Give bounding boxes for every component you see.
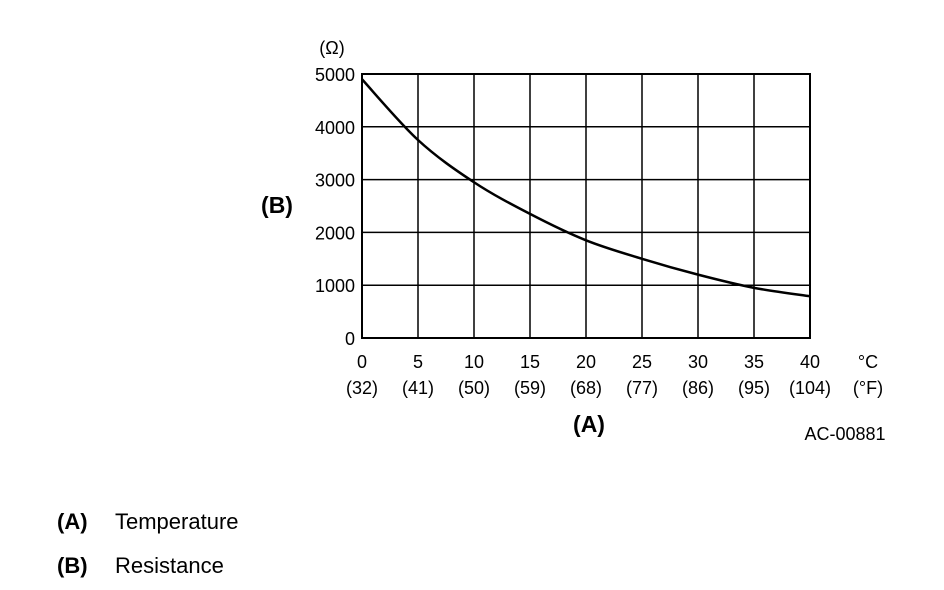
y-tick-label: 0: [345, 329, 355, 349]
legend-label-resistance: Resistance: [115, 553, 224, 578]
x-tick-label-fahrenheit: (68): [570, 378, 602, 398]
x-tick-labels-celsius: 0 5 10 15 20 25 30 35 40: [357, 352, 820, 372]
resistance-curve: [361, 78, 811, 298]
x-tick-label-fahrenheit: (32): [346, 378, 378, 398]
y-axis-label: (B): [261, 192, 293, 218]
legend-label-temperature: Temperature: [115, 509, 239, 534]
x-tick-label-fahrenheit: (50): [458, 378, 490, 398]
x-tick-label-celsius: 20: [576, 352, 596, 372]
x-tick-label-celsius: 25: [632, 352, 652, 372]
x-tick-label-celsius: 40: [800, 352, 820, 372]
x-tick-label-fahrenheit: (104): [789, 378, 831, 398]
y-tick-label: 4000: [315, 118, 355, 138]
y-tick-label: 5000: [315, 65, 355, 85]
figure-code: AC-00881: [804, 424, 885, 444]
x-tick-label-celsius: 0: [357, 352, 367, 372]
x-tick-label-celsius: 15: [520, 352, 540, 372]
x-tick-labels-fahrenheit: (32) (41) (50) (59) (68) (77) (86) (95) (104): [346, 378, 831, 398]
y-tick-labels: 0 1000 2000 3000 4000 5000: [315, 65, 355, 349]
legend-key-b: (B): [57, 553, 88, 578]
plot-frame: [361, 73, 811, 339]
legend-row-b: (B) Resistance: [57, 553, 224, 579]
x-tick-label-fahrenheit: (86): [682, 378, 714, 398]
x-tick-label-celsius: 10: [464, 352, 484, 372]
x-tick-label-fahrenheit: (59): [514, 378, 546, 398]
resistance-temperature-chart: 0 1000 2000 3000 4000 5000 0 5 10 15 20 25 30 35 40 (…: [261, 38, 886, 444]
x-tick-label-fahrenheit: (95): [738, 378, 770, 398]
legend-row-a: (A) Temperature: [57, 509, 239, 535]
y-unit-label: (Ω): [319, 38, 344, 58]
y-tick-label: 2000: [315, 223, 355, 243]
x-tick-label-celsius: 30: [688, 352, 708, 372]
x-tick-label-fahrenheit: (77): [626, 378, 658, 398]
legend-key-a: (A): [57, 509, 88, 534]
x-tick-label-fahrenheit: (41): [402, 378, 434, 398]
x-unit-celsius: °C: [858, 352, 878, 372]
y-tick-label: 1000: [315, 276, 355, 296]
x-axis-label: (A): [573, 411, 605, 437]
y-tick-label: 3000: [315, 171, 355, 191]
x-unit-fahrenheit: (°F): [853, 378, 883, 398]
chart-grid: [361, 73, 811, 339]
x-tick-label-celsius: 35: [744, 352, 764, 372]
x-tick-label-celsius: 5: [413, 352, 423, 372]
